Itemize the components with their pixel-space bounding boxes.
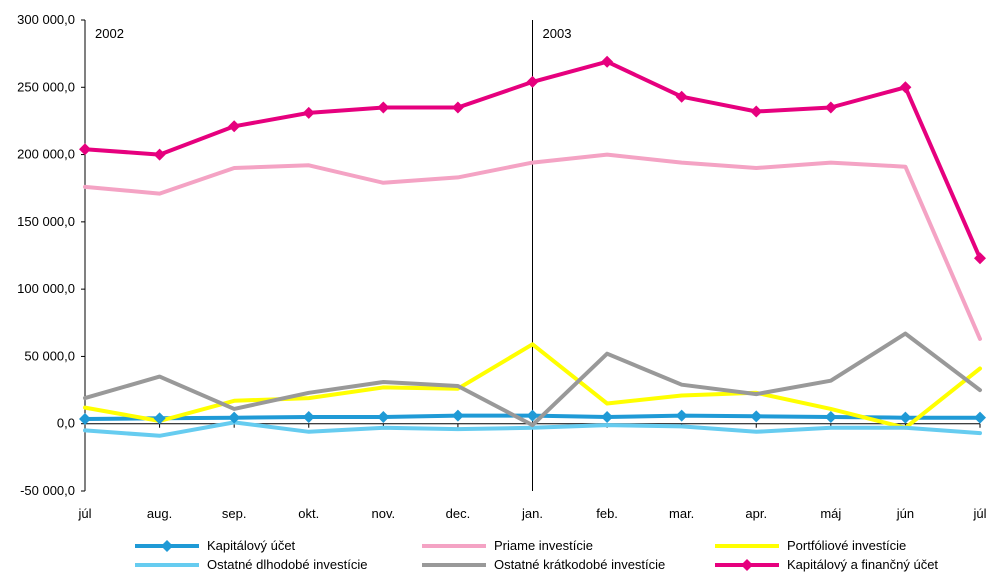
- x-tick-label: aug.: [147, 506, 172, 521]
- legend-swatch: [422, 562, 486, 567]
- data-point: [974, 411, 986, 424]
- x-tick-label: júl: [972, 506, 986, 521]
- legend-swatch: [715, 558, 779, 571]
- legend-item: Priame investície: [420, 538, 593, 553]
- data-point: [899, 411, 912, 424]
- legend-item: Ostatné krátkodobé investície: [420, 557, 665, 572]
- data-point: [526, 75, 539, 88]
- legend-swatch: [715, 543, 779, 548]
- year-label: 2003: [543, 26, 572, 41]
- legend-label: Kapitálový a finančný účet: [787, 557, 939, 572]
- data-point: [302, 410, 315, 423]
- data-point: [750, 410, 763, 423]
- legend-label: Portfóliové investície: [787, 538, 907, 553]
- data-point: [974, 252, 986, 265]
- legend-item: Ostatné dlhodobé investície: [133, 557, 367, 572]
- data-point: [377, 410, 390, 423]
- series-line: [83, 152, 982, 341]
- data-point: [750, 105, 763, 118]
- data-point: [675, 90, 688, 103]
- x-tick-label: dec.: [446, 506, 471, 521]
- legend: Kapitálový účet Priame investície Portfóli…: [0, 536, 986, 582]
- legend-item: Portfóliové investície: [713, 538, 906, 553]
- data-point: [153, 412, 166, 425]
- y-tick-label: 150 000,0: [17, 214, 75, 229]
- legend-label: Ostatné dlhodobé investície: [207, 557, 368, 572]
- x-tick-label: mar.: [669, 506, 694, 521]
- legend-label: Kapitálový účet: [207, 538, 296, 553]
- data-point: [228, 411, 241, 424]
- data-point: [451, 101, 464, 114]
- legend-swatch-marker: [161, 539, 173, 552]
- legend-swatch: [422, 543, 486, 548]
- data-point: [451, 409, 464, 422]
- x-tick-label: okt.: [298, 506, 319, 521]
- legend-item: Kapitálový účet: [133, 538, 295, 553]
- y-tick-label: 300 000,0: [17, 12, 75, 27]
- data-point: [899, 81, 912, 94]
- data-point: [79, 413, 91, 426]
- legend-swatch-marker: [741, 558, 753, 571]
- y-tick-label: 50 000,0: [24, 348, 75, 363]
- data-point: [675, 409, 688, 422]
- data-point: [824, 410, 837, 423]
- legend-label: Priame investície: [494, 538, 593, 553]
- series-line: [83, 342, 982, 430]
- x-tick-label: feb.: [596, 506, 618, 521]
- x-tick-label: máj: [820, 506, 841, 521]
- series-markers: [79, 55, 986, 426]
- year-label: 2002: [95, 26, 124, 41]
- x-tick-label: jan.: [521, 506, 543, 521]
- data-point: [824, 101, 837, 114]
- legend-label: Ostatné krátkodobé investície: [494, 557, 666, 572]
- y-tick-label: -50 000,0: [20, 483, 75, 498]
- chart-plot: 300 000,0 250 000,0 200 000,0 150 000,0 100 …: [17, 12, 986, 521]
- x-tick-label: sep.: [222, 506, 247, 521]
- y-tick-label: 0,0: [57, 416, 75, 431]
- data-point: [601, 55, 614, 68]
- data-point: [377, 101, 390, 114]
- x-tick-label: júl: [77, 506, 91, 521]
- axes: 300 000,0 250 000,0 200 000,0 150 000,0 100 …: [17, 12, 986, 521]
- data-point: [228, 120, 241, 133]
- data-point: [302, 106, 315, 119]
- legend-item: Kapitálový a finančný účet: [713, 557, 938, 572]
- legend-swatch: [135, 539, 199, 552]
- legend-swatch: [135, 562, 199, 567]
- x-tick-label: nov.: [372, 506, 396, 521]
- y-tick-label: 250 000,0: [17, 79, 75, 94]
- y-tick-label: 100 000,0: [17, 281, 75, 296]
- data-point: [153, 148, 166, 161]
- data-point: [601, 410, 614, 423]
- data-point: [79, 143, 91, 156]
- data-point: [526, 409, 539, 422]
- x-tick-label: apr.: [745, 506, 767, 521]
- y-tick-label: 200 000,0: [17, 147, 75, 162]
- x-tick-label: jún: [896, 506, 914, 521]
- series-line: [83, 331, 982, 428]
